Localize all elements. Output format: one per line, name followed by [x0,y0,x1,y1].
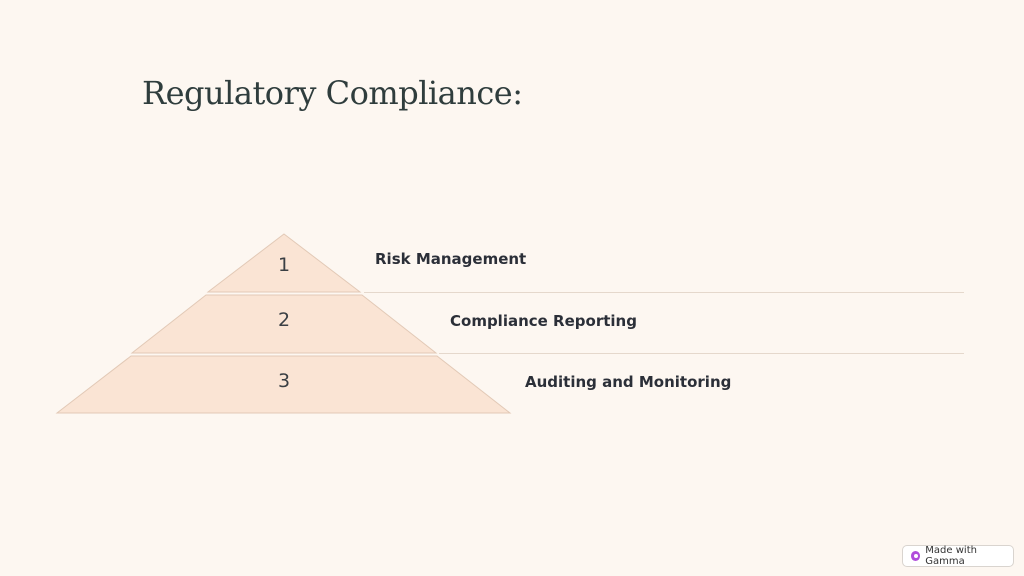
pyramid-tier-2-number: 2 [277,309,291,331]
pyramid-tier-3-number: 3 [277,370,291,392]
gamma-logo-icon [911,551,921,561]
pyramid-tier-2-shape [130,294,438,354]
badge-label: Made with Gamma [925,545,977,567]
pyramid-tier-3-label: Auditing and Monitoring [525,373,732,391]
pyramid-tier-2-label: Compliance Reporting [450,312,637,330]
made-with-gamma-badge[interactable]: Made with Gamma [902,545,1014,567]
slide-title: Regulatory Compliance: [142,74,523,112]
pyramid-tier-3-shape [55,355,512,414]
pyramid-tier-1-number: 1 [277,254,291,276]
pyramid-tier-1-label: Risk Management [375,250,527,268]
pyramid-tier-1-shape [206,233,362,293]
